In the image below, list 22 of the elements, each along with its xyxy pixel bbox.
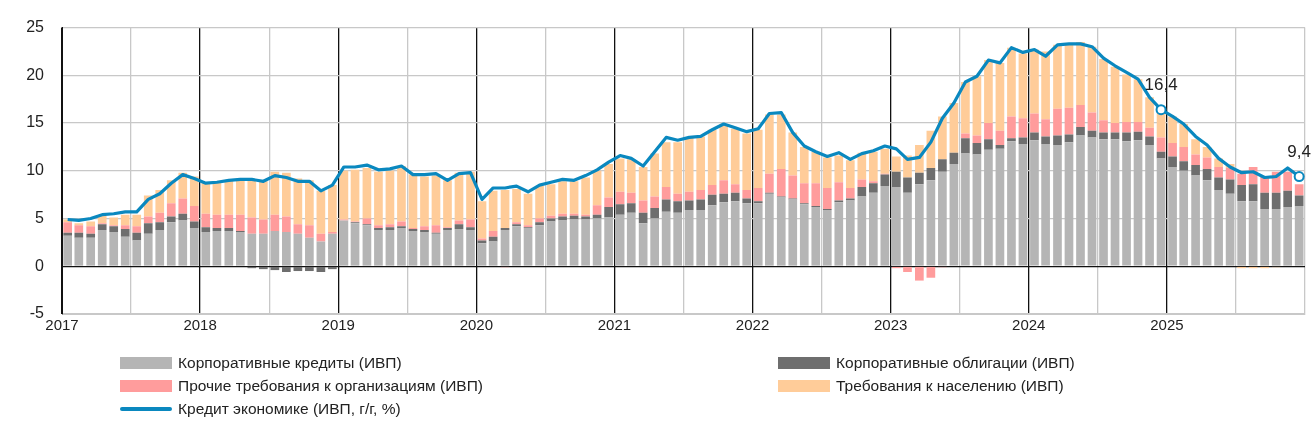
legend-label: Кредит экономике (ИВП, г/г, %) bbox=[178, 399, 401, 418]
y-tick-label: 10 bbox=[26, 161, 45, 179]
y-tick-label: 25 bbox=[26, 18, 45, 36]
legend-label: Прочие требования к организациям (ИВП) bbox=[178, 376, 484, 395]
y-tick-label: 5 bbox=[35, 208, 45, 226]
legend-label: Корпоративные облигации (ИВП) bbox=[836, 353, 1075, 372]
x-tick-label: 2020 bbox=[459, 316, 494, 334]
x-tick-label: 2017 bbox=[45, 316, 79, 334]
x-tick-label: 2018 bbox=[183, 316, 217, 334]
x-tick-label: 2024 bbox=[1012, 316, 1046, 334]
x-tick-label: 2023 bbox=[873, 316, 908, 334]
legend-label: Корпоративные кредиты (ИВП) bbox=[178, 353, 402, 372]
y-tick-label: 0 bbox=[35, 256, 45, 274]
y-tick-label: 15 bbox=[26, 113, 45, 131]
y-tick-label: -5 bbox=[29, 304, 45, 322]
data-label: 9,4 bbox=[1287, 141, 1311, 161]
legend-label: Требования к населению (ИВП) bbox=[836, 376, 1064, 395]
x-tick-label: 2025 bbox=[1150, 316, 1184, 334]
y-tick-label: 20 bbox=[26, 65, 45, 83]
x-tick-label: 2019 bbox=[321, 316, 355, 334]
x-tick-label: 2021 bbox=[597, 316, 632, 334]
x-tick-label: 2022 bbox=[735, 316, 770, 334]
